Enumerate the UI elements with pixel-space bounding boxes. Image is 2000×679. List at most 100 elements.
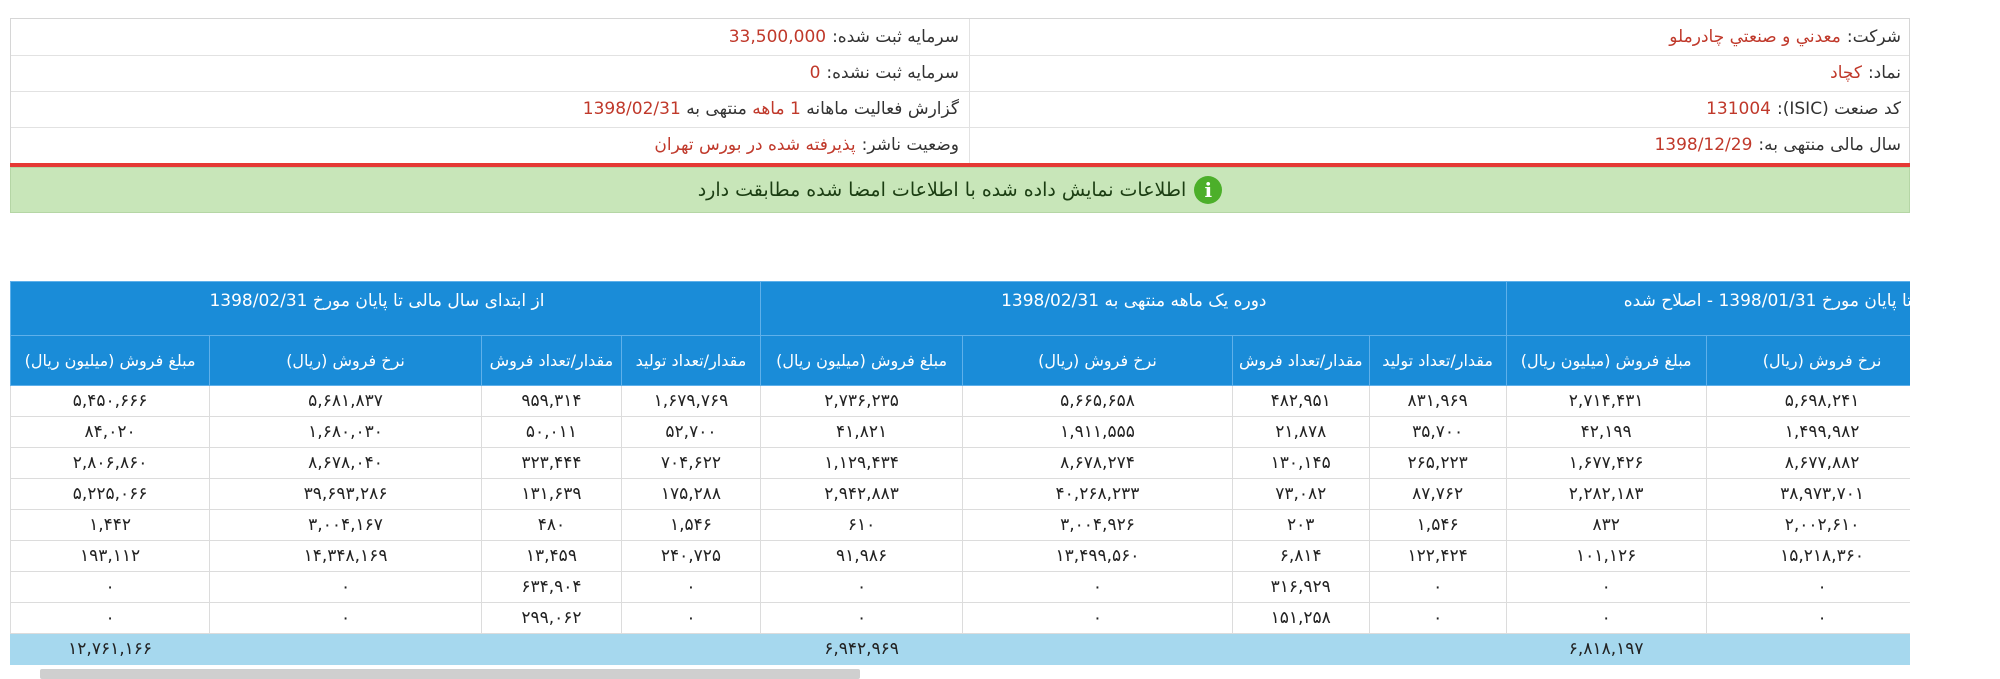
table-cell: ۱,۹۱۱,۵۵۵ — [962, 416, 1233, 448]
table-cell: ۴۲,۱۹۹ — [1505, 416, 1707, 448]
table-cell: ۱۷۵,۲۸۸ — [620, 478, 761, 510]
table-cell: ۱,۶۸۰,۰۳۰ — [209, 416, 482, 448]
company-value: معدني و صنعتي چادرملو — [1669, 27, 1841, 47]
isic-value: 131004 — [1706, 99, 1771, 119]
total-cell — [1705, 633, 1910, 665]
table-cell: ۵,۶۶۵,۶۵۸ — [962, 385, 1233, 417]
table-cell: ۲۱,۸۷۸ — [1231, 416, 1370, 448]
table-cell: ۹۵۹,۳۱۴ — [480, 385, 622, 417]
table-cell: ۶,۸۱۴ — [1231, 540, 1370, 572]
table-cell: ۵۰,۰۱۱ — [480, 416, 622, 448]
table-cell: ۸,۶۷۷,۸۸۲ — [1705, 447, 1910, 479]
table-row: ۱۵,۲۱۸,۳۶۰ ۱۰۱,۱۲۶ ۱۲۲,۴۲۴ ۶,۸۱۴ ۱۳,۴۹۹,۵۶۰ ۹… — [10, 540, 1910, 572]
symbol-field: نماد:کچاد — [969, 55, 1909, 91]
table-cell: ۲,۷۱۴,۴۳۱ — [1505, 385, 1707, 417]
capital-field: سرمایه ثبت شده:33,500,000 — [11, 19, 969, 55]
table-cell: ۳۱۶,۹۲۹ — [1231, 571, 1370, 603]
table-cell: ۴۸۲,۹۵۱ — [1231, 385, 1370, 417]
total-row: ۶,۸۱۸,۱۹۷ ۶,۹۴۲,۹۶۹ ۱۲,۷۶۱,۱۶۶ — [10, 633, 1910, 665]
company-field: شرکت:معدني و صنعتي چادرملو — [969, 19, 1909, 55]
table-cell: ۲۰۳ — [1231, 509, 1370, 541]
report-field: گزارش فعالیت ماهانه 1 ماهه منتهی به 1398… — [11, 91, 969, 127]
table-cell: ۴۱,۸۲۱ — [759, 416, 964, 448]
table-cell: ۷۰۴,۶۲۲ — [620, 447, 761, 479]
table-cell: ۰ — [620, 602, 761, 634]
table-cell: ۲,۷۳۶,۲۳۵ — [759, 385, 964, 417]
unregistered-capital-value: 0 — [809, 63, 821, 83]
verification-notice: i اطلاعات نمایش داده شده با اطلاعات امضا… — [10, 167, 1910, 213]
table-cell: ۸۳۲ — [1505, 509, 1707, 541]
table-cell: ۶۱۰ — [759, 509, 964, 541]
total-cell — [209, 633, 482, 665]
info-row: سال مالی منتهی به:1398/12/29 وضعیت ناشر:… — [11, 127, 1909, 163]
report-mid: منتهی به — [686, 99, 747, 119]
table-cell: ۵,۶۸۱,۸۳۷ — [209, 385, 482, 417]
table-cell: ۴۰,۲۶۸,۲۳۳ — [962, 478, 1233, 510]
fiscal-year-field: سال مالی منتهی به:1398/12/29 — [969, 127, 1909, 163]
report-prefix: گزارش فعالیت ماهانه — [806, 99, 959, 119]
table-cell: ۰ — [1705, 571, 1910, 603]
table-cell: ۱,۱۲۹,۴۳۴ — [759, 447, 964, 479]
column-header: نرخ فروش (ریال) — [962, 335, 1233, 386]
column-header: مقدار/تعداد تولید — [620, 335, 761, 386]
symbol-value[interactable]: کچاد — [1830, 63, 1862, 83]
group-header: از ابتدای سال مالی تا پایان مورخ 1398/02… — [10, 281, 761, 336]
sales-table-container[interactable]: مالی تا پایان مورخ 1398/01/31 - اصلاح شد… — [10, 281, 1910, 679]
table-cell: ۱۴,۳۴۸,۱۶۹ — [209, 540, 482, 572]
table-cell: ۸,۶۷۸,۲۷۴ — [962, 447, 1233, 479]
publisher-status-value: پذیرفته شده در بورس تهران — [654, 135, 856, 155]
capital-value: 33,500,000 — [728, 27, 827, 47]
info-row: نماد:کچاد سرمایه ثبت نشده:0 — [11, 55, 1909, 92]
report-date: 1398/02/31 — [582, 99, 681, 119]
table-cell: ۰ — [1505, 571, 1707, 603]
publisher-status-field: وضعیت ناشر:پذیرفته شده در بورس تهران — [11, 127, 969, 163]
table-cell: ۱۵۱,۲۵۸ — [1231, 602, 1370, 634]
table-cell: ۲۴۰,۷۲۵ — [620, 540, 761, 572]
table-cell: ۱۲۲,۴۲۴ — [1368, 540, 1507, 572]
table-cell: ۴۸۰ — [480, 509, 622, 541]
table-cell: ۳۲۳,۴۴۴ — [480, 447, 622, 479]
table-cell: ۱۳۱,۶۳۹ — [480, 478, 622, 510]
table-cell: ۳,۰۰۴,۱۶۷ — [209, 509, 482, 541]
capital-label: سرمایه ثبت شده: — [832, 27, 959, 47]
table-cell: ۲۶۵,۲۲۳ — [1368, 447, 1507, 479]
fiscal-year-label: سال مالی منتهی به: — [1758, 135, 1901, 155]
table-cell: ۲,۲۸۲,۱۸۳ — [1505, 478, 1707, 510]
table-cell: ۹۱,۹۸۶ — [759, 540, 964, 572]
table-cell: ۲۹۹,۰۶۲ — [480, 602, 622, 634]
table-cell: ۳۹,۶۹۳,۲۸۶ — [209, 478, 482, 510]
table-row: ۳۸,۹۷۳,۷۰۱ ۲,۲۸۲,۱۸۳ ۸۷,۷۶۲ ۷۳,۰۸۲ ۴۰,۲۶۸,۲۳… — [10, 478, 1910, 510]
table-cell: ۳۵,۷۰۰ — [1368, 416, 1507, 448]
info-row: شرکت:معدني و صنعتي چادرملو سرمایه ثبت شد… — [11, 19, 1909, 56]
table-cell: ۱۳,۴۹۹,۵۶۰ — [962, 540, 1233, 572]
notice-text: اطلاعات نمایش داده شده با اطلاعات امضا ش… — [697, 179, 1187, 201]
total-cell — [962, 633, 1233, 665]
unregistered-capital-label: سرمایه ثبت نشده: — [826, 63, 959, 83]
group-header: دوره یک ماهه منتهی به 1398/02/31 — [759, 281, 1507, 336]
table-cell: ۰ — [962, 571, 1233, 603]
table-cell: ۱,۴۹۹,۹۸۲ — [1705, 416, 1910, 448]
table-cell: ۰ — [759, 602, 964, 634]
fiscal-year-value: 1398/12/29 — [1654, 135, 1753, 155]
table-row: ۰ ۰ ۰ ۱۵۱,۲۵۸ ۰ ۰ ۰ ۲۹۹,۰۶۲ ۰ ۰ — [10, 602, 1910, 634]
total-cell — [1368, 633, 1507, 665]
table-cell: ۰ — [1368, 571, 1507, 603]
column-header: مقدار/تعداد تولید — [1368, 335, 1507, 386]
column-header: مبلغ فروش (میلیون ریال) — [10, 335, 211, 386]
info-icon: i — [1194, 176, 1223, 204]
table-cell: ۸۷,۷۶۲ — [1368, 478, 1507, 510]
table-cell: ۳,۰۰۴,۹۲۶ — [962, 509, 1233, 541]
group-header-row: مالی تا پایان مورخ 1398/01/31 - اصلاح شد… — [10, 281, 1910, 336]
info-row: کد صنعت (ISIC): 131004 گزارش فعالیت ماهان… — [11, 91, 1909, 128]
table-cell: ۷۳,۰۸۲ — [1231, 478, 1370, 510]
table-row: ۰ ۰ ۰ ۳۱۶,۹۲۹ ۰ ۰ ۰ ۶۳۴,۹۰۴ ۰ ۰ — [10, 571, 1910, 603]
column-header: مقدار/تعداد فروش — [480, 335, 622, 386]
total-cell — [1231, 633, 1370, 665]
column-header: مقدار/تعداد فروش — [1231, 335, 1370, 386]
total-cell: ۶,۹۴۲,۹۶۹ — [759, 633, 964, 665]
table-cell: ۸۳۱,۹۶۹ — [1368, 385, 1507, 417]
table-cell: ۱,۶۷۹,۷۶۹ — [620, 385, 761, 417]
horizontal-scrollbar[interactable] — [40, 669, 860, 679]
column-header: مبلغ فروش (میلیون ریال) — [1505, 335, 1707, 386]
table-cell: ۰ — [620, 571, 761, 603]
